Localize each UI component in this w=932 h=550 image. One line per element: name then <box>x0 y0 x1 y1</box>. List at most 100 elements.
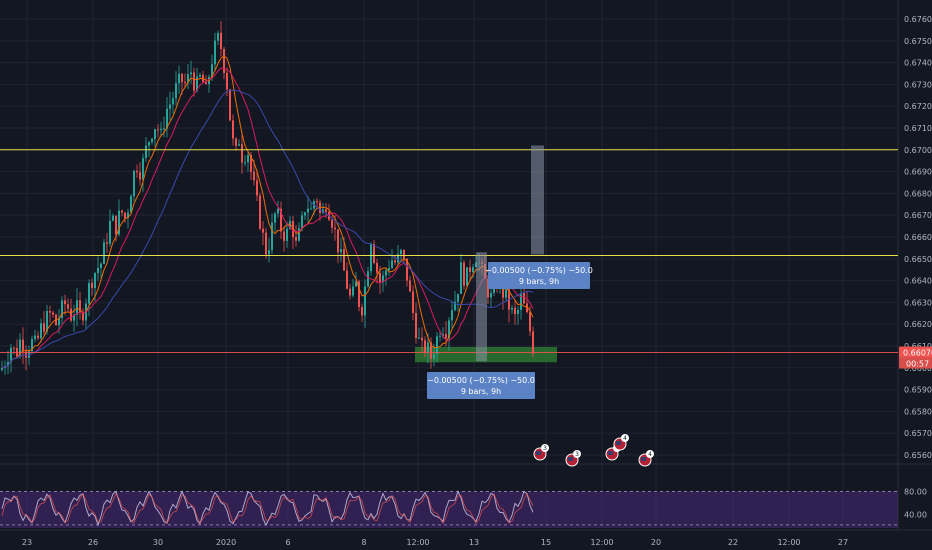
measure-info-line1: −0.00500 (−0.75%) −50.0 <box>485 266 593 275</box>
candle-body <box>274 213 276 223</box>
time-tick-label: 12:00 <box>777 538 800 547</box>
candle-body <box>358 281 360 307</box>
candle-body <box>430 342 432 359</box>
candle-body <box>523 293 525 304</box>
candle-body <box>193 72 195 91</box>
economic-events[interactable]: 33444 <box>533 434 654 467</box>
candle-body <box>238 144 240 146</box>
candle-body <box>268 250 270 255</box>
candle-body <box>457 293 459 302</box>
candle-body <box>73 314 75 321</box>
candle-body <box>241 144 243 163</box>
candle-body <box>226 72 228 90</box>
candle-body <box>19 339 21 357</box>
moving-averages <box>1 55 534 369</box>
event-count-badge <box>621 434 629 442</box>
candle-body <box>283 231 285 241</box>
candle-body <box>367 271 369 287</box>
candle-body <box>463 262 465 286</box>
candle-body <box>127 212 129 219</box>
candle-body <box>448 320 450 339</box>
candle-body <box>172 98 174 105</box>
candle-body <box>49 310 51 313</box>
candle-body <box>13 347 15 349</box>
candle-body <box>451 310 453 321</box>
flag-icon[interactable]: 3 <box>533 444 549 461</box>
measure-info-box[interactable] <box>488 262 590 289</box>
candle-body <box>94 273 96 289</box>
candle-body <box>346 270 348 289</box>
candle-body <box>61 300 63 319</box>
candle-body <box>139 172 141 180</box>
candle-body <box>67 304 69 309</box>
candle-body <box>412 291 414 313</box>
price-tick-label: 0.65600 <box>904 451 932 460</box>
flag-icon[interactable]: 4 <box>613 434 629 451</box>
time-tick-label: 23 <box>22 538 32 547</box>
oscillator-tick-label: 40.00 <box>904 511 927 520</box>
candle-body <box>397 254 399 263</box>
candle-body <box>271 222 273 251</box>
candle-body <box>370 243 372 272</box>
flag-canton <box>641 457 646 461</box>
candle-body <box>190 72 192 75</box>
candle-body <box>514 307 516 315</box>
time-tick-label: 15 <box>541 538 551 547</box>
horizontal-lines[interactable] <box>0 149 898 353</box>
candle-body <box>439 335 441 337</box>
candle-body <box>118 210 120 235</box>
candle-body <box>211 64 213 77</box>
oscillator-signal-line <box>1 493 534 525</box>
time-tick-label: 30 <box>153 538 163 547</box>
candle-body <box>214 40 216 65</box>
oscillator-line <box>1 490 534 527</box>
time-axis[interactable]: 23 26 30 2020 6 8 12:00 13 15 12:00 20 22 12:00 27 <box>22 538 848 547</box>
candle-body <box>187 74 189 83</box>
candle-body <box>181 73 183 83</box>
measure-range-bar[interactable] <box>476 252 487 362</box>
candle-body <box>196 76 198 91</box>
candle-body <box>43 323 45 332</box>
candle-body <box>445 333 447 339</box>
candle-body <box>460 262 462 294</box>
flag-icon[interactable]: 3 <box>565 450 581 467</box>
measure-tools[interactable]: −0.00500 (−0.75%) −50.0 9 bars, 9h −0.0050… <box>427 145 593 399</box>
candle-body <box>1 367 3 370</box>
measure-info-box[interactable] <box>427 372 535 399</box>
time-tick-label: 6 <box>285 538 290 547</box>
time-tick-label: 26 <box>88 538 98 547</box>
candle-body <box>79 300 81 313</box>
candle-body <box>199 74 201 77</box>
time-tick-label: 8 <box>361 538 366 547</box>
candle-body <box>466 267 468 286</box>
candle-body <box>505 289 507 298</box>
candle-body <box>526 303 528 313</box>
event-count: 3 <box>575 451 579 458</box>
candle-body <box>130 196 132 213</box>
candle-body <box>136 170 138 173</box>
flag-canton <box>616 441 621 445</box>
candle-body <box>121 210 123 213</box>
flag-icon[interactable]: 4 <box>638 450 654 467</box>
measure-range-bar[interactable] <box>531 145 544 255</box>
measure-info-line2: 9 bars, 9h <box>519 277 559 286</box>
candle-body <box>205 82 207 85</box>
candle-body <box>469 267 471 273</box>
candle-body <box>229 89 231 121</box>
time-tick-label: 13 <box>469 538 479 547</box>
event-count-badge <box>541 444 549 452</box>
candle-body <box>310 208 312 210</box>
candle-body <box>31 339 33 352</box>
candle-body <box>34 335 36 340</box>
ma-slow-line <box>1 89 534 369</box>
